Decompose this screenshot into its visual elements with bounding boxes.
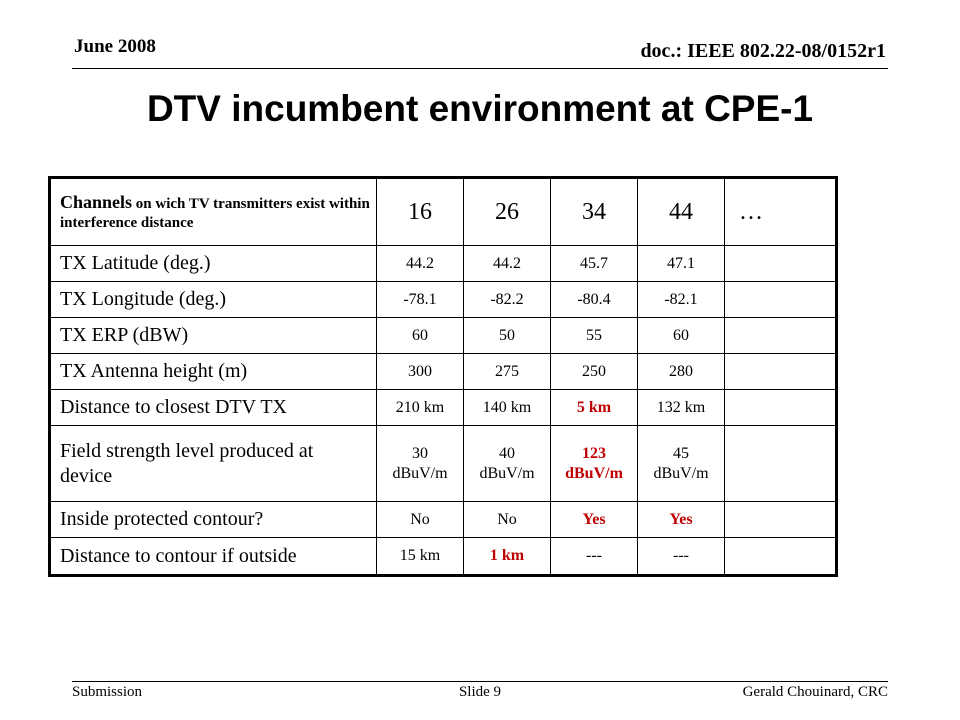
table-cell [724,317,837,354]
table-cell-highlight: 123 dBuV/m [550,425,638,502]
table-cell [724,245,837,282]
slide-title: DTV incumbent environment at CPE-1 [146,88,814,129]
table-cell: 15 km [376,537,464,576]
table-cell: No [463,501,551,538]
table-cell: -82.1 [637,281,725,318]
row-label: TX ERP (dBW) [49,317,377,354]
row-label: TX Antenna height (m) [49,353,377,390]
footer-slide-number: Slide 9 [458,684,502,700]
footer-submission: Submission [72,684,143,700]
table-cell [724,353,837,390]
channel-cell: 34 [550,177,638,246]
table-row: Distance to contour if outside 15 km 1 k… [49,537,837,576]
table-cell: 55 [550,317,638,354]
channel-cell: 44 [637,177,725,246]
table-cell: 47.1 [637,245,725,282]
table-cell: 280 [637,353,725,390]
table-cell [724,389,837,426]
table-cell: 250 [550,353,638,390]
table-cell: 132 km [637,389,725,426]
table-row: Distance to closest DTV TX 210 km 140 km… [49,389,837,426]
table-cell: 44.2 [376,245,464,282]
table-cell: -82.2 [463,281,551,318]
table-cell: No [376,501,464,538]
footer-author: Gerald Chouinard, CRC [742,684,888,700]
footer-divider [72,681,888,682]
row-label: TX Longitude (deg.) [49,281,377,318]
channel-cell-more: … [724,177,837,246]
header-doc-id: doc.: IEEE 802.22-08/0152r1 [640,40,886,62]
channel-cell: 26 [463,177,551,246]
row-label: TX Latitude (deg.) [49,245,377,282]
table-cell: 44.2 [463,245,551,282]
table-cell-highlight: 5 km [550,389,638,426]
table-cell: 30 dBuV/m [376,425,464,502]
table-cell: 275 [463,353,551,390]
table-row: TX Longitude (deg.) -78.1 -82.2 -80.4 -8… [49,281,837,318]
table-cell: 60 [376,317,464,354]
table-cell [724,501,837,538]
header-date: June 2008 [74,36,156,57]
channels-header-rest: on wich TV transmitters exist within int… [60,196,370,231]
table-cell: --- [550,537,638,576]
table-cell [724,281,837,318]
table-row: Field strength level produced at device … [49,425,837,502]
table-cell: --- [637,537,725,576]
channel-cell: 16 [376,177,464,246]
table-row: TX ERP (dBW) 60 50 55 60 [49,317,837,354]
table-cell-highlight: 1 km [463,537,551,576]
table-cell: 140 km [463,389,551,426]
row-label: Field strength level produced at device [49,425,377,502]
table-cell: 50 [463,317,551,354]
dtv-table: Channels on wich TV transmitters exist w… [48,176,838,577]
table-cell: -78.1 [376,281,464,318]
table-row: Inside protected contour? No No Yes Yes [49,501,837,538]
channels-header-cell: Channels on wich TV transmitters exist w… [49,177,377,246]
table-cell: 300 [376,353,464,390]
table-cell: 45.7 [550,245,638,282]
table-header-row: Channels on wich TV transmitters exist w… [49,177,837,246]
table-cell: 210 km [376,389,464,426]
table-row: TX Latitude (deg.) 44.2 44.2 45.7 47.1 [49,245,837,282]
table-row: TX Antenna height (m) 300 275 250 280 [49,353,837,390]
table-cell: -80.4 [550,281,638,318]
table-cell-highlight: Yes [637,501,725,538]
header-divider [72,68,888,69]
table-cell [724,425,837,502]
table-cell: 40 dBuV/m [463,425,551,502]
row-label: Distance to closest DTV TX [49,389,377,426]
channels-header-bold: Channels [60,192,133,213]
table-cell: 60 [637,317,725,354]
table-cell [724,537,837,576]
row-label: Distance to contour if outside [49,537,377,576]
row-label: Inside protected contour? [49,501,377,538]
table-cell: 45 dBuV/m [637,425,725,502]
table-cell-highlight: Yes [550,501,638,538]
